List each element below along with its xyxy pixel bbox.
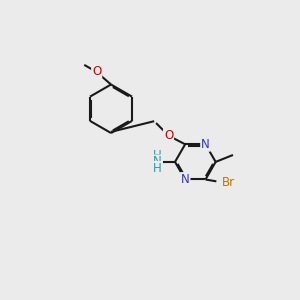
- Text: N: N: [201, 138, 210, 151]
- Text: N: N: [153, 155, 162, 168]
- Text: H: H: [153, 149, 162, 162]
- Text: H: H: [153, 162, 162, 175]
- Text: N: N: [181, 173, 190, 186]
- Text: O: O: [92, 65, 101, 78]
- Text: Br: Br: [222, 176, 236, 189]
- Text: O: O: [164, 129, 173, 142]
